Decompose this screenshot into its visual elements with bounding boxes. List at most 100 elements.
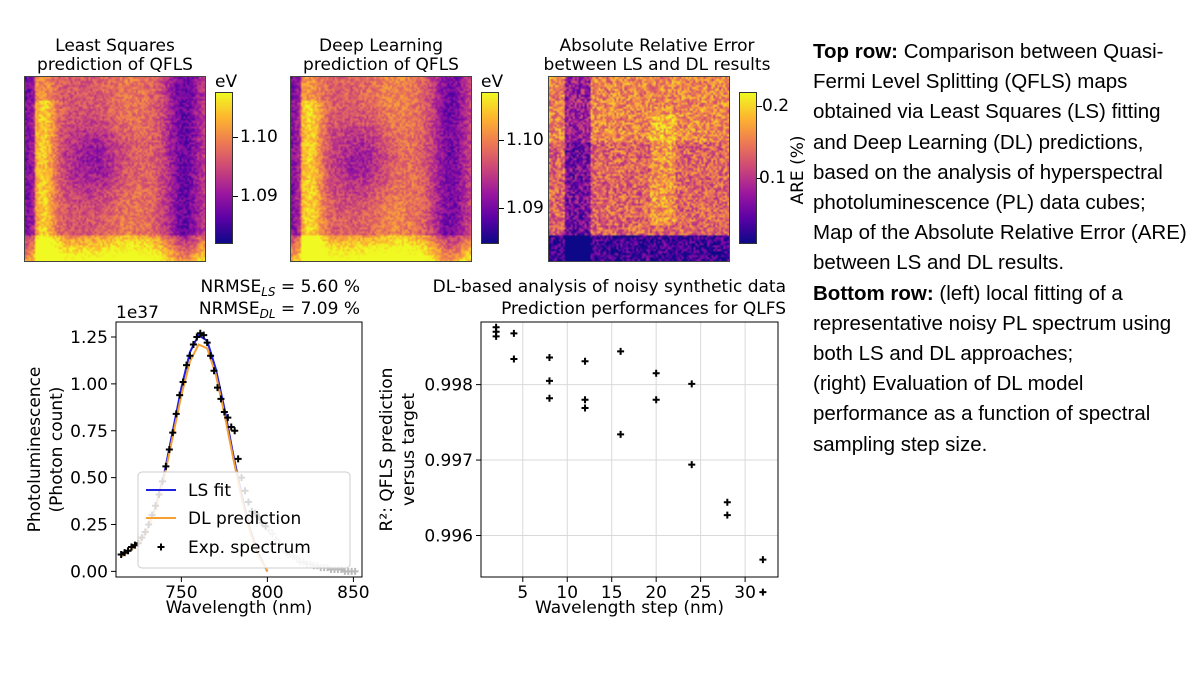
caption-paragraph: Top row: Comparison between Quasi-Fermi … [813,37,1193,218]
r2-point [545,353,553,361]
r2-point [510,355,518,363]
r2-point [545,377,553,385]
map-are-tick-mark [757,178,762,179]
legend-label: DL prediction [188,509,301,529]
y-tick-label: 0.996 [424,527,473,547]
figure-caption: Top row: Comparison between Quasi-Fermi … [813,37,1193,460]
y-tick-label: 0.25 [70,516,108,536]
caption-bold: Bottom row: [813,281,934,305]
map-dl-tick-label: 1.09 [506,198,544,218]
caption-text: Comparison between Quasi-Fermi Level Spl… [813,40,1164,215]
caption-paragraph: Map of the Absolute Relative Error (ARE)… [813,221,1187,275]
r2-point [759,556,767,564]
x-tick-label: 15 [601,583,623,603]
exp-spectrum-point [231,427,239,435]
plot-frame [115,321,363,578]
map-are-image [548,76,730,262]
legend-label: Exp. spectrum [188,538,311,558]
exp-spectrum-point [193,333,201,341]
y-tick-label: 0.50 [70,469,108,489]
chart-title-line1: DL-based analysis of noisy synthetic dat… [433,277,786,297]
x-tick-label: 20 [645,583,667,603]
legend-swatch-exp [157,543,165,551]
x-axis-label: Wavelength (nm) [166,598,313,618]
r2-point [617,347,625,355]
y-offset-text: 1e37 [116,303,159,323]
y-tick-label: 1.25 [70,328,108,348]
r2-point [581,404,589,412]
map-are-colorbar [739,92,757,244]
r2-point [652,369,660,377]
exp-spectrum-point [172,410,180,418]
y-axis-label-line2: (Photon count) [47,387,67,513]
r2-point [652,396,660,404]
exp-spectrum-point [165,446,173,453]
exp-spectrum-point [234,455,242,463]
legend-box [137,471,351,569]
exp-spectrum-point [217,395,225,403]
x-tick-label: 750 [165,583,197,603]
map-ls-title: Least Squares prediction of QFLS [37,36,193,75]
map-ls-tick-mark [233,137,238,138]
y-axis-label-line1: Photoluminescence [25,367,45,533]
map-ls-image [24,76,206,262]
map-ls-tick-label: 1.09 [240,186,278,206]
exp-spectrum-point [207,352,215,360]
legend-label: LS fit [188,481,231,501]
map-dl-tick-mark [499,140,504,141]
exp-spectrum-point [189,341,197,348]
exp-spectrum-point [162,462,170,470]
r2-point [723,511,731,519]
y-tick-label: 0.998 [424,376,473,396]
exp-spectrum-point [176,391,184,399]
exp-spectrum-point [124,547,132,555]
exp-spectrum-point [210,367,218,375]
r2-scatter-chart: DL-based analysis of noisy synthetic dat… [377,277,786,618]
x-tick-label: 800 [251,583,283,603]
r2-point [617,430,625,438]
map-ls-tick-label: 1.10 [240,127,278,147]
map-are-title: Absolute Relative Error between LS and DL… [543,36,771,75]
chart-title-line2: Prediction performances for QLFS [501,299,786,319]
y-tick-label: 0.75 [70,422,108,442]
x-axis-label: Wavelength step (nm) [535,598,724,618]
map-are-tick-label: 0.1 [759,168,787,188]
map-dl-image [290,76,472,262]
map-dl-colorbar [481,92,499,244]
r2-point [510,329,518,337]
r2-point [581,396,589,404]
caption-text: (left) local fitting of a representative… [813,281,1172,366]
x-tick-label: 10 [556,583,578,603]
exp-spectrum-point [351,567,359,575]
y-tick-label: 1.00 [70,375,108,395]
r2-point [723,498,731,506]
x-tick-label: 30 [734,583,756,603]
caption-paragraph: (right) Evaluation of DL model performan… [813,372,1151,456]
r2-point [581,357,589,365]
x-tick-label: 5 [517,583,528,603]
caption-bold: Top row: [813,40,899,63]
exp-spectrum-point [203,339,211,347]
exp-spectrum-point [179,378,187,386]
exp-spectrum-point [224,414,232,422]
map-ls-colorbar [215,92,233,244]
caption-paragraph: Bottom row: (left) local fitting of a re… [813,279,1193,370]
y-axis-label-line2: versus target [399,393,419,506]
y-tick-label: 0.00 [70,562,108,582]
exp-spectrum-point [169,429,177,437]
map-are-tick-label: 0.2 [762,96,790,116]
y-tick-label: 0.997 [424,451,473,471]
map-dl-title: Deep Learning prediction of QFLS [303,36,459,75]
spectrum-chart: NRMSELS = 5.60 %NRMSEDL = 7.09 % 1e37 750 8… [25,277,370,618]
exp-spectrum-point [183,361,191,369]
exp-spectrum-point [227,423,235,431]
r2-point [688,461,696,469]
exp-spectrum-point [213,384,221,392]
map-ls-unit: eV [215,72,238,92]
map-ls-tick-mark [233,196,238,197]
map-dl-tick-mark [499,208,504,209]
plot-frame [480,321,779,578]
r2-point [688,380,696,388]
chart-title-nrmse-ls: NRMSELS = 5.60 % [200,277,360,299]
x-tick-label: 25 [690,583,712,603]
